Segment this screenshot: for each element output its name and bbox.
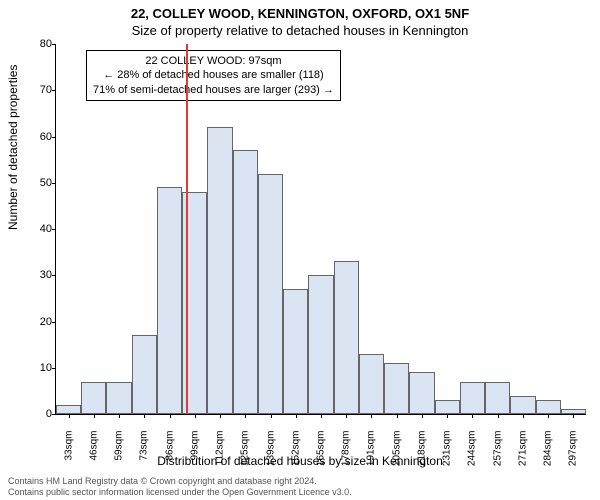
annotation-line-3: 71% of semi-detached houses are larger (… bbox=[93, 83, 334, 97]
y-tick-label: 10 bbox=[26, 362, 52, 374]
y-tick-mark bbox=[52, 275, 56, 276]
y-tick-mark bbox=[52, 414, 56, 415]
x-tick-mark bbox=[119, 414, 120, 418]
histogram-bar bbox=[132, 335, 157, 414]
histogram-bar bbox=[359, 354, 384, 414]
x-tick-mark bbox=[321, 414, 322, 418]
footer-attribution: Contains HM Land Registry data © Crown c… bbox=[8, 476, 352, 498]
chart-title-address: 22, COLLEY WOOD, KENNINGTON, OXFORD, OX1… bbox=[0, 0, 600, 21]
annotation-line-2: ← 28% of detached houses are smaller (11… bbox=[93, 68, 334, 82]
y-tick-label: 50 bbox=[26, 177, 52, 189]
y-axis-label: Number of detached properties bbox=[6, 65, 20, 230]
y-tick-label: 60 bbox=[26, 131, 52, 143]
chart-subtitle: Size of property relative to detached ho… bbox=[0, 21, 600, 38]
y-tick-mark bbox=[52, 229, 56, 230]
footer-line-1: Contains HM Land Registry data © Crown c… bbox=[8, 476, 352, 487]
chart-container: 22, COLLEY WOOD, KENNINGTON, OXFORD, OX1… bbox=[0, 0, 600, 500]
histogram-bar bbox=[308, 275, 333, 414]
x-tick-mark bbox=[371, 414, 372, 418]
plot-area: 22 COLLEY WOOD: 97sqm ← 28% of detached … bbox=[55, 44, 586, 415]
histogram-bar bbox=[283, 289, 308, 414]
x-tick-mark bbox=[245, 414, 246, 418]
y-tick-label: 30 bbox=[26, 269, 52, 281]
x-tick-mark bbox=[523, 414, 524, 418]
annotation-line-1: 22 COLLEY WOOD: 97sqm bbox=[93, 54, 334, 68]
x-tick-mark bbox=[220, 414, 221, 418]
histogram-bar bbox=[157, 187, 182, 414]
x-tick-mark bbox=[144, 414, 145, 418]
x-tick-mark bbox=[573, 414, 574, 418]
histogram-bar bbox=[485, 382, 510, 414]
x-tick-mark bbox=[498, 414, 499, 418]
x-tick-mark bbox=[296, 414, 297, 418]
y-tick-mark bbox=[52, 322, 56, 323]
annotation-box: 22 COLLEY WOOD: 97sqm ← 28% of detached … bbox=[86, 50, 341, 101]
x-tick-mark bbox=[94, 414, 95, 418]
x-tick-mark bbox=[422, 414, 423, 418]
histogram-bar bbox=[106, 382, 131, 414]
x-tick-mark bbox=[447, 414, 448, 418]
y-tick-label: 80 bbox=[26, 38, 52, 50]
y-tick-label: 0 bbox=[26, 408, 52, 420]
y-tick-mark bbox=[52, 90, 56, 91]
y-tick-label: 20 bbox=[26, 316, 52, 328]
histogram-bar bbox=[435, 400, 460, 414]
x-tick-mark bbox=[472, 414, 473, 418]
y-tick-mark bbox=[52, 183, 56, 184]
histogram-bar bbox=[510, 396, 535, 415]
footer-line-2: Contains public sector information licen… bbox=[8, 487, 352, 498]
property-marker-line bbox=[186, 44, 188, 414]
histogram-bar bbox=[207, 127, 232, 414]
x-tick-mark bbox=[548, 414, 549, 418]
histogram-bar bbox=[233, 150, 258, 414]
histogram-bar bbox=[409, 372, 434, 414]
x-tick-mark bbox=[69, 414, 70, 418]
y-tick-mark bbox=[52, 137, 56, 138]
histogram-bar bbox=[81, 382, 106, 414]
histogram-bar bbox=[384, 363, 409, 414]
x-tick-mark bbox=[170, 414, 171, 418]
x-axis-label: Distribution of detached houses by size … bbox=[0, 454, 600, 468]
x-tick-mark bbox=[271, 414, 272, 418]
x-tick-mark bbox=[397, 414, 398, 418]
y-tick-mark bbox=[52, 368, 56, 369]
y-tick-mark bbox=[52, 44, 56, 45]
y-tick-label: 40 bbox=[26, 223, 52, 235]
histogram-bar bbox=[460, 382, 485, 414]
histogram-bar bbox=[258, 174, 283, 415]
histogram-bar bbox=[536, 400, 561, 414]
histogram-bar bbox=[334, 261, 359, 414]
histogram-bar bbox=[56, 405, 81, 414]
x-tick-mark bbox=[346, 414, 347, 418]
y-tick-label: 70 bbox=[26, 84, 52, 96]
x-tick-mark bbox=[195, 414, 196, 418]
